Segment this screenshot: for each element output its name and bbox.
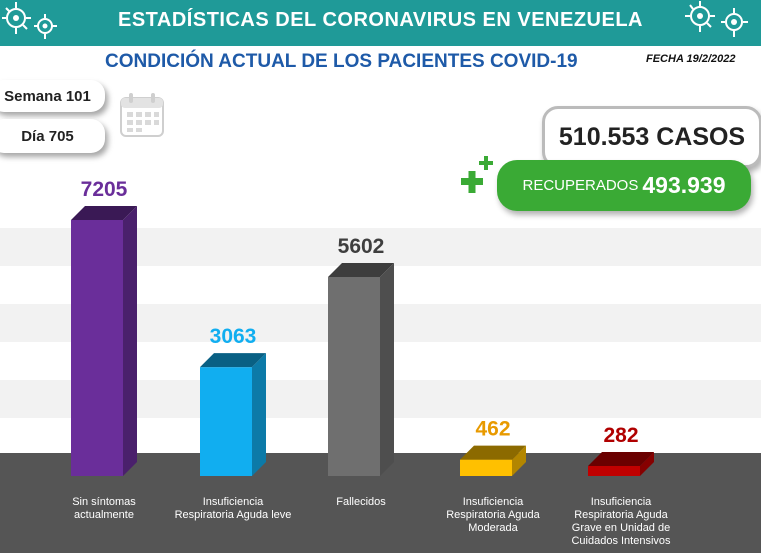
virus-icon <box>2 2 57 39</box>
bar-top <box>588 451 654 466</box>
total-cases: 510.553 CASOS <box>542 106 761 168</box>
week-badge: Semana 101 <box>0 80 105 112</box>
bar-top <box>71 206 137 220</box>
report-date: FECHA 19/2/2022 <box>646 53 736 65</box>
bar-top <box>200 353 266 368</box>
category-label: Insuficiencia Respiratoria Aguda Moderad… <box>446 496 540 534</box>
bar-value-label: 5602 <box>338 235 385 258</box>
virus-icon <box>685 1 748 37</box>
bar-front <box>588 465 640 476</box>
plus-icon <box>461 156 493 193</box>
bar-side <box>123 206 137 476</box>
category-label: Fallecidos <box>336 496 386 508</box>
bar-side <box>252 353 266 476</box>
bar-front <box>460 459 512 476</box>
bar-side <box>512 445 526 476</box>
bar <box>460 445 526 476</box>
page-subtitle: CONDICIÓN ACTUAL DE LOS PACIENTES COVID-… <box>105 51 578 72</box>
bar-value-label: 462 <box>475 418 510 441</box>
bar-top <box>460 445 526 460</box>
bar-value-label: 282 <box>603 424 638 447</box>
bar-chart: 7205 3063 5602 462 282 <box>0 178 761 553</box>
day-badge: Día 705 <box>0 119 105 153</box>
bar-side <box>640 451 654 476</box>
bar <box>71 206 137 476</box>
bar <box>588 451 654 476</box>
category-label: Insuficiencia Respiratoria Aguda Grave e… <box>571 496 671 547</box>
recovered-label: RECUPERADOS <box>522 177 639 194</box>
recovered-value: 493.939 <box>642 172 726 198</box>
recovered-badge: RECUPERADOS 493.939 <box>497 160 751 211</box>
bar-side <box>380 262 394 476</box>
bar-top <box>328 262 394 277</box>
bar-front <box>328 276 380 476</box>
header-title: ESTADÍSTICAS DEL CORONAVIRUS EN VENEZUEL… <box>118 9 643 31</box>
header-bar <box>0 0 761 46</box>
calendar-icon <box>120 93 164 137</box>
category-label: Insuficiencia Respiratoria Aguda leve <box>174 496 292 521</box>
bar-value-label: 7205 <box>81 178 128 201</box>
bar <box>200 353 266 476</box>
bar-front <box>200 367 252 476</box>
bar <box>328 262 394 476</box>
bar-front <box>71 220 123 476</box>
bar-value-label: 3063 <box>210 325 257 348</box>
category-label: Sin síntomas actualmente <box>72 496 136 521</box>
